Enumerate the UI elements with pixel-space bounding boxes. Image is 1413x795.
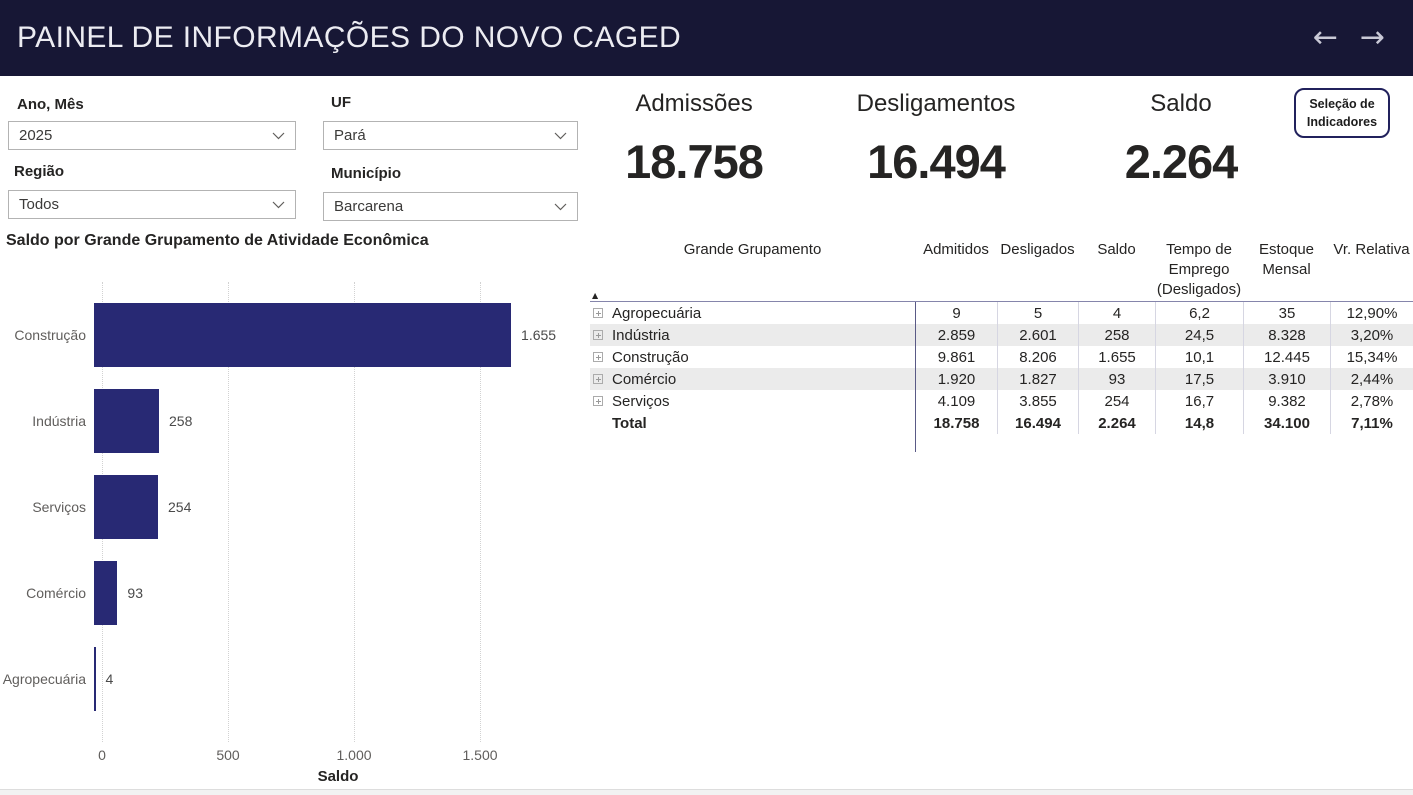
kpi-saldo-label: Saldo	[1150, 90, 1212, 117]
expand-icon[interactable]	[593, 352, 603, 362]
uf-value: Pará	[334, 127, 366, 144]
back-arrow-icon[interactable]: ←	[1312, 20, 1338, 55]
sort-ascending-icon: ▲	[592, 291, 599, 300]
kpi-desligamentos-value: 16.494	[867, 135, 1006, 188]
bottom-divider	[0, 789, 1413, 795]
bar-chart: Saldo por Grande Grupamento de Atividade…	[0, 228, 580, 790]
column-header-saldo[interactable]: Saldo	[1097, 241, 1136, 258]
bar-value-label: 93	[127, 585, 143, 601]
bar-comercio[interactable]	[94, 561, 118, 625]
table-row-servicos[interactable]: Serviços 4.109 3.855 254 16,7 9.382 2,78…	[590, 390, 1413, 412]
chart-row: Construção 1.655	[0, 292, 580, 378]
row-label: Construção	[612, 348, 689, 366]
filter-label-municipio: Município	[331, 165, 401, 182]
x-axis-tick: 0	[98, 747, 106, 763]
app-header: PAINEL DE INFORMAÇÕES DO NOVO CAGED ← →	[0, 0, 1413, 76]
page-navigation: ← →	[1313, 0, 1385, 76]
bar-value-label: 1.655	[521, 327, 557, 343]
uf-dropdown[interactable]: Pará	[323, 121, 578, 150]
bar-value-label: 4	[105, 671, 114, 687]
chevron-down-icon	[554, 203, 567, 210]
expand-icon[interactable]	[593, 396, 603, 406]
table-row-total[interactable]: Total 18.758 16.494 2.264 14,8 34.100 7,…	[590, 412, 1413, 434]
column-header-vr-relativa[interactable]: Vr. Relativa	[1333, 241, 1410, 258]
kpi-desligamentos-label: Desligamentos	[856, 90, 1016, 117]
row-label: Agropecuária	[612, 304, 702, 322]
category-label: Construção	[14, 327, 86, 343]
bar-servicos[interactable]	[94, 475, 158, 539]
row-label: Comércio	[612, 370, 677, 388]
page-title: PAINEL DE INFORMAÇÕES DO NOVO CAGED	[17, 21, 682, 54]
bar-construcao[interactable]	[94, 303, 512, 367]
ano-mes-dropdown[interactable]: 2025	[8, 121, 296, 150]
category-label: Agropecuária	[2, 671, 86, 687]
table-header: Grande Grupamento Admitidos Desligados S…	[590, 238, 1413, 302]
regiao-value: Todos	[19, 196, 60, 213]
chart-row: Serviços 254	[0, 464, 580, 550]
chart-row: Agropecuária 4	[0, 636, 580, 722]
chevron-down-icon	[554, 132, 567, 139]
column-header-estoque-mensal[interactable]: Estoque Mensal	[1258, 241, 1315, 278]
category-label: Serviços	[32, 499, 86, 515]
expand-icon[interactable]	[593, 308, 603, 318]
kpi-admissoes-value: 18.758	[625, 135, 764, 188]
filter-label-uf: UF	[331, 94, 351, 111]
bar-value-label: 258	[169, 413, 193, 429]
chart-plot: Construção 1.655 Indústria 258 Serviços …	[0, 292, 580, 722]
column-header-tempo-emprego[interactable]: Tempo de Emprego (Desligados)	[1156, 241, 1242, 298]
table-row-agropecuaria[interactable]: Agropecuária 9 5 4 6,2 35 12,90%	[590, 302, 1413, 324]
kpi-admissoes: Admissões 18.758	[584, 90, 804, 189]
bar-value-label: 254	[168, 499, 192, 515]
ano-mes-value: 2025	[19, 127, 53, 144]
row-label: Total	[612, 414, 647, 432]
table-divider	[915, 302, 916, 452]
bar-agropecuaria[interactable]	[94, 647, 96, 711]
municipio-dropdown[interactable]: Barcarena	[323, 192, 578, 221]
category-label: Indústria	[32, 413, 86, 429]
regiao-dropdown[interactable]: Todos	[8, 190, 296, 219]
bar-industria[interactable]	[94, 389, 160, 453]
kpi-saldo-value: 2.264	[1124, 135, 1239, 188]
forward-arrow-icon[interactable]: →	[1359, 20, 1385, 55]
column-header-admitidos[interactable]: Admitidos	[923, 241, 989, 258]
row-label: Serviços	[612, 392, 670, 410]
chart-title: Saldo por Grande Grupamento de Atividade…	[6, 232, 429, 249]
table-row-construcao[interactable]: Construção 9.861 8.206 1.655 10,1 12.445…	[590, 346, 1413, 368]
chevron-down-icon	[272, 132, 285, 139]
expand-icon[interactable]	[593, 374, 603, 384]
row-label: Indústria	[612, 326, 670, 344]
table-row-industria[interactable]: Indústria 2.859 2.601 258 24,5 8.328 3,2…	[590, 324, 1413, 346]
municipio-value: Barcarena	[334, 198, 404, 215]
matrix-table: Grande Grupamento Admitidos Desligados S…	[590, 238, 1413, 452]
expand-icon[interactable]	[593, 330, 603, 340]
chart-row: Comércio 93	[0, 550, 580, 636]
category-label: Comércio	[26, 585, 86, 601]
column-header-desligados[interactable]: Desligados	[1000, 241, 1075, 258]
selecao-indicadores-button[interactable]: Seleção de Indicadores	[1294, 88, 1390, 138]
filter-label-ano-mes: Ano, Mês	[17, 96, 84, 113]
kpi-saldo: Saldo 2.264	[1071, 90, 1291, 189]
kpi-desligamentos: Desligamentos 16.494	[826, 90, 1046, 189]
x-axis-tick: 1.500	[462, 747, 498, 763]
x-axis-tick: 1.000	[336, 747, 372, 763]
kpi-admissoes-label: Admissões	[635, 90, 753, 117]
x-axis-tick: 500	[216, 747, 240, 763]
chevron-down-icon	[272, 201, 285, 208]
column-header-grande-grupamento[interactable]: Grande Grupamento	[683, 241, 822, 258]
chart-row: Indústria 258	[0, 378, 580, 464]
x-axis-title: Saldo	[317, 768, 359, 785]
filter-label-regiao: Região	[14, 163, 65, 180]
table-row-comercio[interactable]: Comércio 1.920 1.827 93 17,5 3.910 2,44%	[590, 368, 1413, 390]
